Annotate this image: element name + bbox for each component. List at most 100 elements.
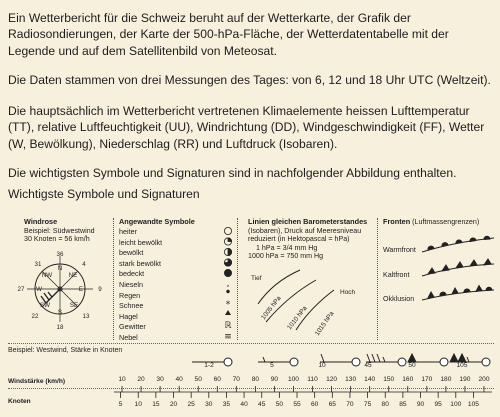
kmh-tick-label: 170 bbox=[421, 376, 433, 383]
direction-label: N bbox=[58, 265, 62, 272]
degree-label: 18 bbox=[57, 324, 64, 330]
wind-example-value: 105 bbox=[456, 362, 468, 369]
column-divider bbox=[113, 218, 114, 340]
symbol-label: bewölkt bbox=[119, 248, 144, 258]
windrose-text: Windrose Beispiel: Südwestwind 30 Knoten… bbox=[24, 217, 95, 244]
overcast-icon bbox=[224, 269, 232, 278]
degree-label: 22 bbox=[32, 313, 39, 320]
degree-label: 13 bbox=[83, 313, 90, 320]
kmh-tick-label: 90 bbox=[270, 376, 279, 383]
kmh-tick-label: 200 bbox=[478, 376, 490, 383]
front-label: Warmfront bbox=[383, 246, 416, 254]
hail-icon bbox=[225, 310, 231, 315]
drizzle-icon: , bbox=[227, 279, 230, 289]
column-divider bbox=[377, 218, 378, 340]
wind-example-label: Beispiel: Westwind, Stärke in Knoten bbox=[8, 347, 123, 354]
knot-tick-label: 65 bbox=[328, 401, 336, 408]
kmh-tick-label: 120 bbox=[326, 376, 338, 383]
kmh-tick-label: 100 bbox=[287, 376, 299, 383]
wind-example-value: 10 bbox=[318, 362, 326, 369]
symbol-label: Regen bbox=[119, 290, 141, 300]
direction-label: E bbox=[79, 286, 83, 293]
knot-tick-label: 85 bbox=[399, 401, 407, 408]
divider bbox=[8, 388, 494, 389]
weather-symbols: , * ℝ ≡ bbox=[223, 227, 232, 342]
kmh-tick-label: 180 bbox=[440, 376, 452, 383]
kmh-tick-label: 10 bbox=[118, 376, 126, 383]
degree-label: 36 bbox=[57, 251, 64, 258]
symbol-label: bedeckt bbox=[119, 269, 145, 279]
windrose-scale: 30 Knoten = 56 km/h bbox=[24, 235, 90, 244]
kmh-tick-label: 70 bbox=[232, 376, 240, 383]
degree-label: 4 bbox=[82, 261, 86, 268]
hoch-label: Hoch bbox=[340, 289, 356, 296]
knot-tick-label: 75 bbox=[363, 401, 372, 408]
direction-label: NE bbox=[69, 272, 78, 279]
climate-elements-paragraph: Die hauptsächlich im Wetterbericht vertr… bbox=[8, 104, 485, 151]
isobar-diagram: Tief Hoch 1005 hPa 1010 hPa 1015 hPa bbox=[251, 269, 356, 337]
degree-label: 27 bbox=[18, 286, 25, 293]
fronts-header: Fronten (Luftmassengrenzen) bbox=[383, 217, 480, 227]
wind-barbs bbox=[192, 352, 491, 367]
kmh-tick-label: 20 bbox=[137, 376, 145, 383]
knot-tick-label: 95 bbox=[434, 401, 442, 408]
isobar-line: (Isobaren), Druck auf Meeresniveau bbox=[248, 226, 362, 235]
fronts-title: Fronten bbox=[383, 217, 411, 226]
windrose-title: Windrose bbox=[24, 217, 58, 226]
direction-label: S bbox=[58, 309, 62, 316]
knot-tick-label: 50 bbox=[275, 401, 284, 408]
kmh-tick-label: 110 bbox=[307, 376, 318, 383]
column-divider bbox=[237, 218, 238, 340]
knot-tick-label: 90 bbox=[416, 401, 425, 408]
symbols-title: Angewandte Symbole bbox=[119, 217, 195, 226]
direction-label: NW bbox=[42, 272, 52, 279]
front-symbols bbox=[421, 235, 495, 301]
isobar-line: reduziert (in Hektopascal = hPa) bbox=[248, 235, 350, 244]
kmh-label: Windstärke (km/h) bbox=[8, 378, 66, 385]
front-label: Okklusion bbox=[383, 295, 415, 303]
kmh-tick-label: 160 bbox=[402, 376, 414, 383]
kmh-tick-label: 50 bbox=[194, 376, 202, 383]
knot-tick-label: 60 bbox=[310, 401, 319, 408]
clear-sky-icon bbox=[224, 227, 232, 235]
snow-icon: * bbox=[226, 300, 231, 310]
kmh-tick-label: 140 bbox=[364, 376, 376, 383]
symbol-label: Hagel bbox=[119, 311, 138, 321]
knot-tick-label: 55 bbox=[293, 401, 301, 408]
knot-tick-label: 70 bbox=[346, 401, 354, 408]
fronts-subtitle: (Luftmassengrenzen) bbox=[412, 218, 480, 226]
symbol-label: Nebel bbox=[119, 332, 138, 342]
tief-label: Tief bbox=[251, 275, 262, 282]
knot-tick-label: 105 bbox=[467, 401, 479, 408]
intro-paragraph: Ein Wetterbericht für die Schweiz beruht… bbox=[8, 11, 449, 58]
knot-tick-label: 45 bbox=[258, 401, 266, 408]
knot-tick-label: 10 bbox=[134, 401, 142, 408]
divider bbox=[8, 343, 494, 344]
kmh-tick-label: 60 bbox=[213, 376, 221, 383]
kmh-tick-label: 80 bbox=[251, 376, 260, 383]
direction-label: SW bbox=[40, 302, 50, 309]
rain-icon bbox=[226, 289, 230, 294]
knot-tick-label: 15 bbox=[152, 401, 160, 408]
knot-tick-label: 20 bbox=[169, 401, 178, 408]
kmh-tick-label: 150 bbox=[383, 376, 395, 383]
direction-label: W bbox=[36, 286, 42, 293]
wind-example-value: 45 bbox=[364, 362, 372, 369]
isobar-line: 1000 hPa = 750 mm Hg bbox=[248, 252, 324, 261]
knot-tick-label: 40 bbox=[240, 401, 248, 408]
symbol-label: Schnee bbox=[119, 301, 144, 311]
fog-icon: ≡ bbox=[224, 332, 232, 342]
degree-label: 31 bbox=[35, 261, 42, 268]
knot-tick-label: 25 bbox=[187, 401, 195, 408]
symbol-label: Gewitter bbox=[119, 322, 146, 332]
isobar-title: Linien gleichen Barometerstandes bbox=[248, 217, 368, 226]
kmh-tick-label: 130 bbox=[345, 376, 357, 383]
kmh-tick-label: 40 bbox=[175, 376, 183, 383]
wind-example-value: 1-2 bbox=[204, 362, 214, 369]
knot-tick-label: 100 bbox=[450, 401, 462, 408]
windrose-diagram: 36 9 18 27 31 4 13 22 N NW NE W E SW SE … bbox=[18, 251, 103, 330]
knot-tick-label: 30 bbox=[205, 401, 213, 408]
kmh-tick-label: 190 bbox=[459, 376, 471, 383]
knot-tick-label: 5 bbox=[118, 401, 123, 408]
